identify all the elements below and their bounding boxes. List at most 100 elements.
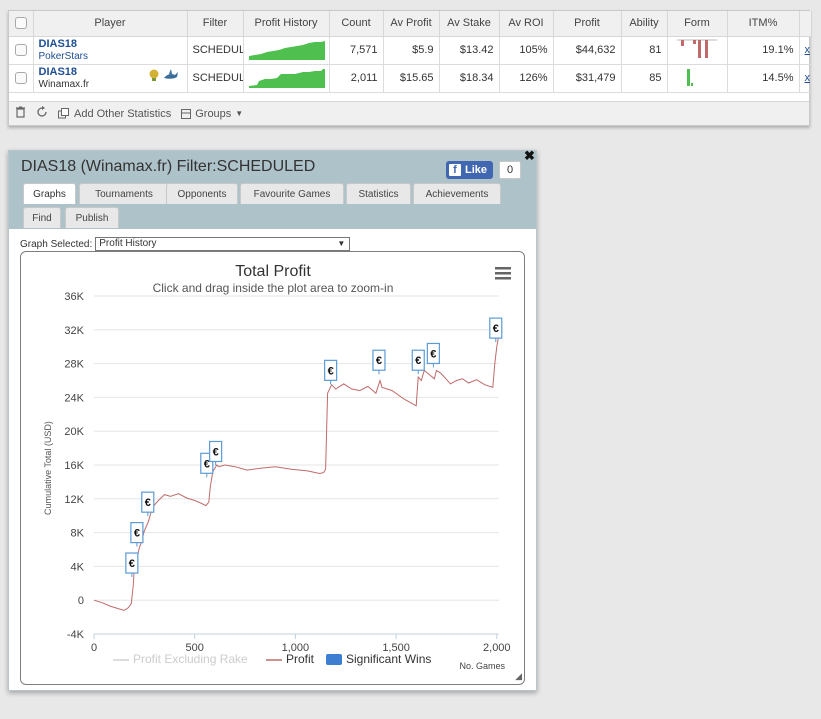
- player-name-link[interactable]: DIAS18: [38, 37, 78, 50]
- remove-cell: x: [799, 64, 812, 93]
- row-checkbox-cell[interactable]: [9, 64, 34, 93]
- graph-select-value: Profit History: [99, 238, 157, 249]
- tab-favourite-games[interactable]: Favourite Games: [240, 183, 344, 204]
- row-checkbox[interactable]: [14, 44, 27, 57]
- remove-row-link[interactable]: x: [804, 44, 811, 56]
- significant-win-marker: €: [130, 522, 144, 547]
- tab-achievements[interactable]: Achievements: [413, 183, 501, 204]
- profit-history-sparkline[interactable]: [243, 64, 330, 93]
- chart-legend: Profit Excluding Rake Profit Significant W…: [113, 652, 431, 666]
- col-form[interactable]: Form: [667, 11, 728, 37]
- euro-icon: €: [493, 323, 499, 335]
- col-av-profit[interactable]: Av Profit: [383, 11, 440, 37]
- count-cell: 7,571: [329, 36, 384, 65]
- y-tick-label: 36K: [64, 291, 84, 303]
- graph-select[interactable]: Profit History ▼: [95, 237, 351, 251]
- chart-title: Total Profit: [235, 263, 311, 280]
- y-axis-label: Cumulative Total (USD): [43, 421, 53, 515]
- graph-select-label: Graph Selected:: [20, 238, 93, 250]
- y-tick-label: 0: [78, 595, 84, 607]
- legend-rake-label: Profit Excluding Rake: [133, 652, 248, 666]
- col-profit[interactable]: Profit: [553, 11, 622, 37]
- legend-profit-label: Profit: [286, 652, 315, 666]
- significant-win-marker: €: [489, 317, 503, 343]
- av-profit-cell: $15.65: [383, 64, 440, 93]
- select-all-checkbox-cell[interactable]: [9, 11, 34, 37]
- stats-table: Player Filter Profit History Count Av Pr…: [9, 11, 812, 93]
- tab-opponents[interactable]: Opponents: [166, 183, 238, 204]
- remove-row-link[interactable]: x: [804, 72, 811, 84]
- y-tick-label: 28K: [64, 359, 84, 371]
- dialog-header[interactable]: DIAS18 (Winamax.fr) Filter:SCHEDULED f L…: [9, 148, 536, 229]
- col-profit-history[interactable]: Profit History: [243, 11, 330, 37]
- ability-cell: 85: [621, 64, 668, 93]
- y-tick-label: 20K: [64, 426, 84, 438]
- profit-history-sparkline[interactable]: [243, 36, 330, 65]
- col-itm[interactable]: ITM%: [727, 11, 800, 37]
- player-graph-dialog: DIAS18 (Winamax.fr) Filter:SCHEDULED f L…: [8, 148, 537, 691]
- player-cell: DIAS18 PokerStars: [33, 36, 188, 65]
- y-tick-label: 8K: [71, 528, 85, 540]
- profit-cell: $44,632: [553, 36, 622, 65]
- chart-menu-icon[interactable]: [495, 267, 511, 280]
- tab-statistics[interactable]: Statistics: [346, 183, 411, 204]
- filter-cell: SCHEDULED: [187, 64, 244, 93]
- facebook-like-button[interactable]: f Like: [446, 161, 493, 179]
- graph-select-row: Graph Selected: Profit History ▼: [20, 237, 351, 251]
- tab-tournaments[interactable]: Tournaments: [79, 183, 169, 204]
- add-statistics-button[interactable]: Add Other Statistics: [58, 108, 171, 120]
- player-name-link[interactable]: DIAS18: [38, 65, 78, 78]
- y-tick-label: 4K: [71, 561, 85, 573]
- add-statistics-label: Add Other Statistics: [74, 107, 172, 120]
- copy-icon: [58, 108, 69, 119]
- x-tick-label: 1,000: [282, 642, 310, 654]
- itm-cell: 19.1%: [727, 36, 800, 65]
- select-all-checkbox[interactable]: [14, 17, 27, 30]
- marker-box: [426, 342, 440, 365]
- chart-tick-labels: -4K 0 4K 8K 12K 16K 20K 24K 28K 32K 36K 0 500 1,000 1,…: [64, 291, 510, 654]
- tab-publish[interactable]: Publish: [65, 207, 119, 228]
- resize-grip-icon[interactable]: ◢: [515, 671, 522, 681]
- av-stake-cell: $18.34: [439, 64, 500, 93]
- trash-icon[interactable]: [15, 106, 26, 121]
- col-count[interactable]: Count: [329, 11, 384, 37]
- euro-icon: €: [129, 558, 135, 570]
- profit-chart[interactable]: Total Profit Click and drag inside the p…: [21, 252, 525, 685]
- chart-container[interactable]: Total Profit Click and drag inside the p…: [20, 251, 525, 685]
- euro-icon: €: [213, 446, 219, 458]
- chart-series: [93, 333, 500, 611]
- row-checkbox-cell[interactable]: [9, 36, 34, 65]
- player-cell: DIAS18 Winamax.fr: [33, 64, 188, 93]
- groups-dropdown[interactable]: Groups ▼: [181, 108, 243, 120]
- stats-footer: Add Other Statistics Groups ▼: [9, 101, 809, 125]
- av-roi-cell: 126%: [499, 64, 554, 93]
- table-row: DIAS18 PokerStars SCHEDULED 7,571 $5.9 $…: [9, 36, 812, 65]
- row-checkbox[interactable]: [14, 72, 27, 85]
- col-player[interactable]: Player: [33, 11, 188, 37]
- remove-cell: x: [799, 36, 812, 65]
- tab-graphs[interactable]: Graphs: [23, 183, 76, 204]
- euro-icon: €: [145, 497, 151, 509]
- col-av-roi[interactable]: Av ROI: [499, 11, 554, 37]
- tab-find[interactable]: Find: [23, 207, 61, 228]
- significant-win-marker: €: [125, 552, 139, 578]
- y-tick-label: 16K: [64, 460, 84, 472]
- marker-box: [324, 359, 338, 381]
- like-count: 0: [499, 161, 521, 179]
- close-icon[interactable]: ✖: [524, 148, 535, 163]
- stats-panel: Player Filter Profit History Count Av Pr…: [8, 10, 812, 126]
- x-tick-label: 500: [186, 642, 204, 654]
- marker-box: [489, 317, 503, 339]
- x-tick-label: 2,000: [483, 642, 511, 654]
- euro-icon: €: [415, 355, 421, 367]
- dropdown-arrow-icon: ▼: [337, 239, 346, 248]
- y-tick-label: 32K: [64, 325, 84, 337]
- table-row: DIAS18 Winamax.fr SCHEDULED 2,011: [9, 64, 812, 93]
- col-av-stake[interactable]: Av Stake: [439, 11, 500, 37]
- refresh-icon[interactable]: [36, 106, 48, 121]
- significant-win-marker: €: [141, 491, 155, 517]
- col-ability[interactable]: Ability: [621, 11, 668, 37]
- dialog-title: DIAS18 (Winamax.fr) Filter:SCHEDULED: [21, 158, 316, 175]
- av-profit-cell: $5.9: [383, 36, 440, 65]
- col-filter[interactable]: Filter: [187, 11, 244, 37]
